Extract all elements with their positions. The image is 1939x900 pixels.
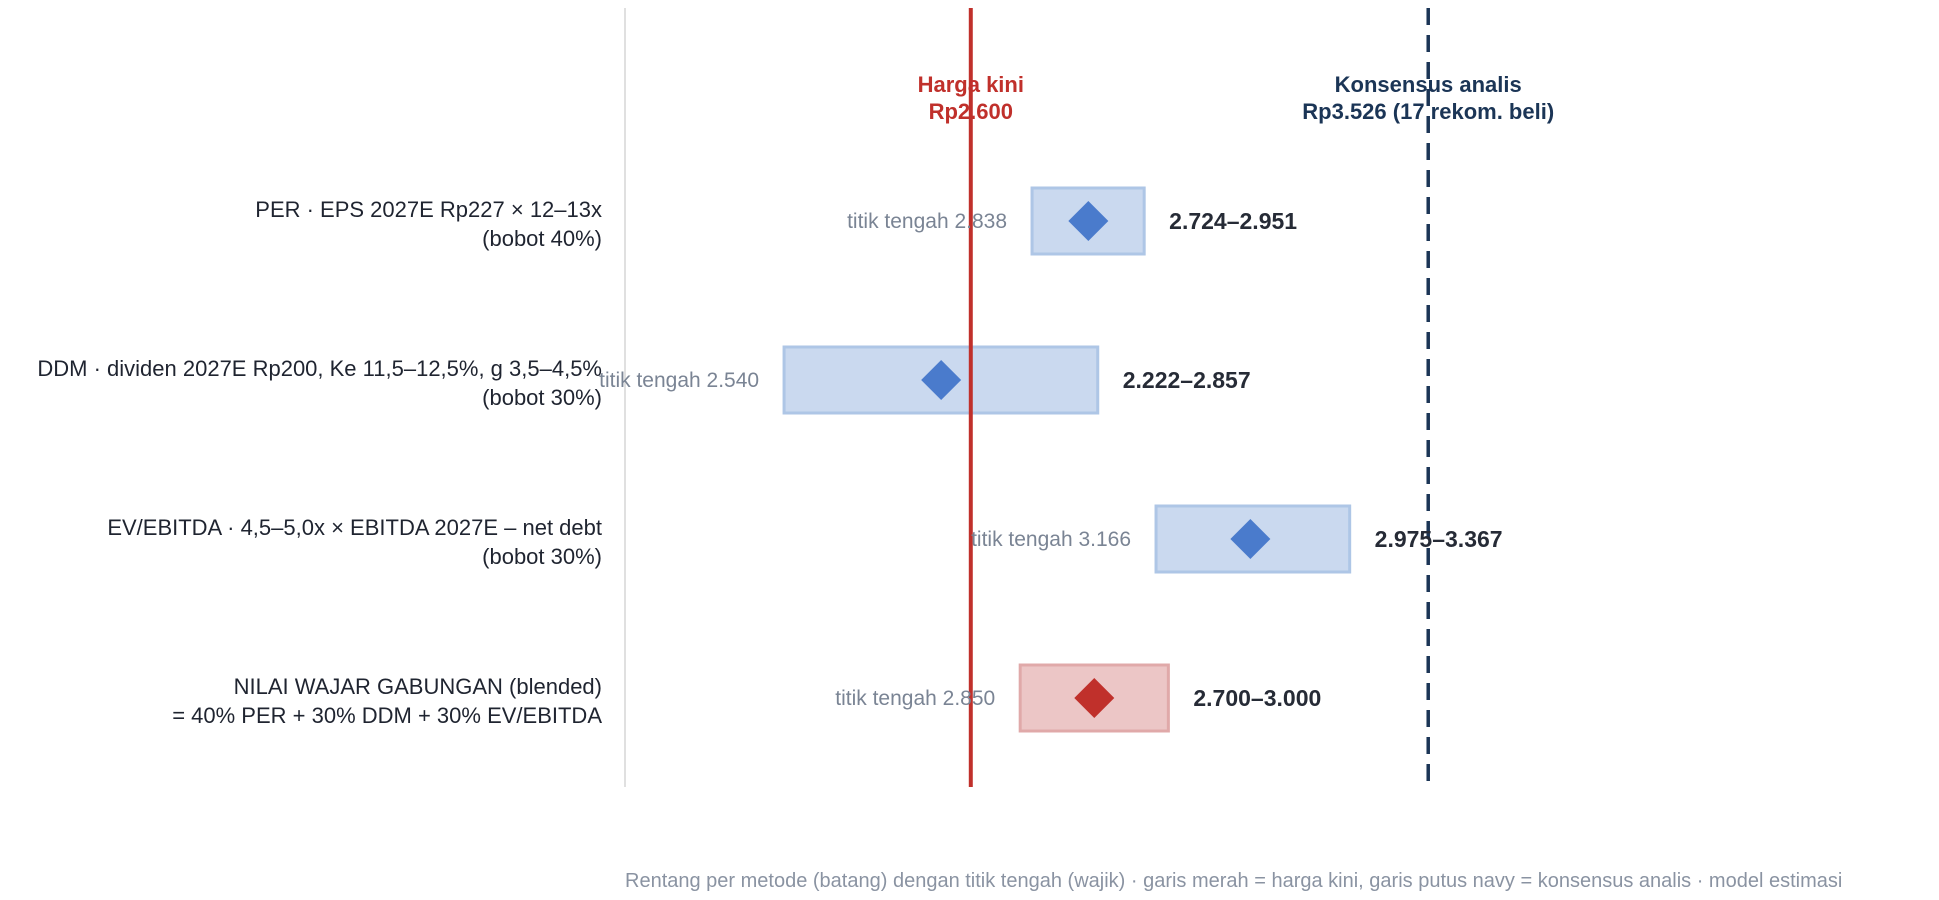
category-label-line: (bobot 40%) [482, 226, 602, 251]
consensus-label: Konsensus analis Rp3.526 (17 rekom. beli) [1302, 72, 1554, 124]
midpoint-diamond [1068, 201, 1109, 241]
reference-label-line: Harga kini [918, 72, 1024, 97]
category-label-line: EV/EBITDA · 4,5–5,0x × EBITDA 2027E – ne… [107, 515, 602, 540]
category-label: EV/EBITDA · 4,5–5,0x × EBITDA 2027E – ne… [107, 515, 602, 569]
category-label-line: (bobot 30%) [482, 544, 602, 569]
midpoint-diamond [921, 360, 962, 400]
range-label: 2.724–2.951 [1169, 208, 1297, 234]
range-label: 2.222–2.857 [1123, 367, 1251, 393]
midpoint-label: titik tengah 2.540 [599, 369, 759, 392]
labels-layer: titik tengah 2.838 2.724–2.951 PER · EPS 2… [37, 72, 1554, 728]
reference-lines-layer [968, 8, 1430, 787]
reference-label-line: Konsensus analis [1335, 72, 1522, 97]
midpoint-label: titik tengah 2.850 [835, 687, 995, 710]
category-label-line: (bobot 30%) [482, 385, 602, 410]
category-label: PER · EPS 2027E Rp227 × 12–13x (bobot 40%… [255, 197, 602, 251]
current-price-label: Harga kini Rp2.600 [918, 72, 1024, 124]
category-label: DDM · dividen 2027E Rp200, Ke 11,5–12,5%… [37, 356, 602, 410]
midpoint-diamond [1074, 678, 1115, 718]
category-label-line: DDM · dividen 2027E Rp200, Ke 11,5–12,5%… [37, 356, 602, 381]
midpoint-diamond [1230, 519, 1271, 559]
category-label-line: PER · EPS 2027E Rp227 × 12–13x [255, 197, 602, 222]
category-label-line: NILAI WAJAR GABUNGAN (blended) [234, 674, 602, 699]
bars-layer [782, 186, 1352, 733]
category-label-line: = 40% PER + 30% DDM + 30% EV/EBITDA [172, 703, 602, 728]
midpoint-label: titik tengah 2.838 [847, 210, 1007, 233]
midpoint-label: titik tengah 3.166 [971, 528, 1131, 551]
reference-label-line: Rp2.600 [929, 99, 1013, 124]
range-label: 2.700–3.000 [1193, 685, 1321, 711]
range-label: 2.975–3.367 [1375, 526, 1503, 552]
chart-footnote: Rentang per metode (batang) dengan titik… [625, 870, 1842, 892]
reference-label-line: Rp3.526 (17 rekom. beli) [1302, 99, 1554, 124]
category-label: NILAI WAJAR GABUNGAN (blended) = 40% PER … [172, 674, 602, 728]
